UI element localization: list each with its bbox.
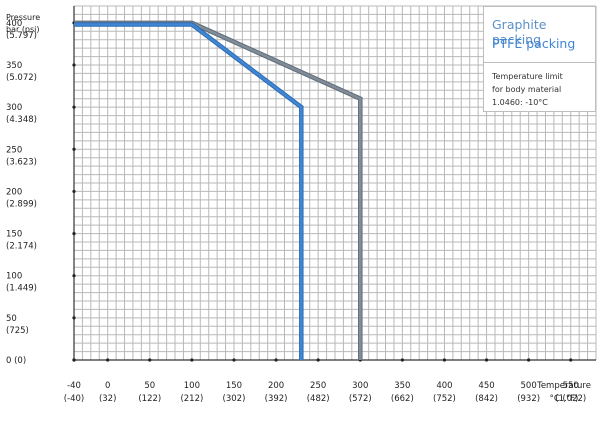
legend-ptfe-packing: PTFE packing xyxy=(492,36,576,51)
x-tick-label: 300 xyxy=(352,381,368,391)
x-tick-label: 150 xyxy=(226,381,242,391)
x-tick-sublabel: (482) xyxy=(307,394,330,404)
legend: Graphite packing PTFE packing Temperatur… xyxy=(483,6,596,112)
x-axis-title: Temperature xyxy=(536,381,591,391)
x-tick-label: 50 xyxy=(144,381,155,391)
y-tick-sublabel: (3.623) xyxy=(6,157,37,167)
x-tick-mark xyxy=(400,358,404,362)
y-tick-label: 50 xyxy=(6,314,17,324)
x-tick-mark xyxy=(190,358,194,362)
y-tick-mark xyxy=(72,231,76,236)
y-axis-title: bar (psi) xyxy=(6,25,40,34)
legend-divider xyxy=(484,62,595,63)
x-axis-title: °C (°F) xyxy=(550,394,579,404)
y-tick-mark xyxy=(72,189,76,194)
y-tick-mark xyxy=(72,63,76,67)
x-tick-label: -40 xyxy=(67,381,81,391)
temperature-limit-note: Temperature limit for body material 1.04… xyxy=(492,72,563,107)
y-tick-label: 300 xyxy=(6,103,22,113)
x-tick-label: 400 xyxy=(436,381,452,391)
x-tick-sublabel: (32) xyxy=(99,394,116,404)
x-tick-sublabel: (842) xyxy=(475,394,498,404)
x-tick-sublabel: (-40) xyxy=(64,394,85,404)
y-tick-sublabel: (2.899) xyxy=(6,199,37,209)
x-tick-mark xyxy=(232,358,236,362)
x-tick-mark xyxy=(442,358,447,362)
x-tick-mark xyxy=(527,358,531,362)
y-tick-sublabel: (4.348) xyxy=(6,115,37,125)
y-tick-label: 350 xyxy=(6,61,22,71)
y-tick-sublabel: (5.797) xyxy=(6,31,37,41)
y-axis-title: Pressure xyxy=(6,13,40,22)
x-tick-label: 250 xyxy=(310,381,326,391)
x-tick-mark xyxy=(148,358,152,362)
y-tick-mark xyxy=(72,147,76,151)
y-tick-label: 200 xyxy=(6,187,22,197)
tick-labels: 400 (5.797) 350 (5.072) 300 (4.348) 250 (3.623)… xyxy=(6,13,591,404)
y-tick-label: 250 xyxy=(6,145,22,155)
x-tick-mark xyxy=(106,358,110,362)
x-tick-sublabel: (662) xyxy=(391,394,414,404)
x-tick-label: 550 xyxy=(563,381,579,391)
axes xyxy=(72,6,596,362)
y-tick-sublabel: (725) xyxy=(6,326,29,336)
y-tick-mark xyxy=(72,105,76,109)
y-tick-label: 150 xyxy=(6,230,22,240)
y-tick-label: 0 (0) xyxy=(6,356,26,366)
y-tick-mark xyxy=(72,274,76,278)
x-tick-label: 200 xyxy=(268,381,284,391)
y-tick-mark xyxy=(72,316,76,320)
y-tick-sublabel: (1.449) xyxy=(6,284,37,294)
x-tick-mark xyxy=(484,358,489,362)
legend-graphite-packing: Graphite packing xyxy=(492,17,547,47)
x-tick-sublabel: (932) xyxy=(517,394,540,404)
y-tick-label: 100 xyxy=(6,272,22,282)
x-tick-mark xyxy=(316,358,320,362)
y-tick-sublabel: (2.174) xyxy=(6,242,37,252)
x-tick-label: 500 xyxy=(521,381,537,391)
x-tick-sublabel: (572) xyxy=(349,394,372,404)
x-tick-label: 350 xyxy=(394,381,410,391)
x-tick-label: 450 xyxy=(478,381,494,391)
series-lines xyxy=(74,20,363,360)
x-tick-label: 100 xyxy=(184,381,200,391)
x-tick-mark xyxy=(274,358,278,362)
x-tick-label: 0 xyxy=(105,381,110,391)
x-tick-sublabel: (392) xyxy=(265,394,288,404)
x-tick-sublabel: (212) xyxy=(180,394,203,404)
x-tick-sublabel: (302) xyxy=(223,394,246,404)
x-tick-mark xyxy=(72,358,76,362)
y-tick-label: 400 xyxy=(6,19,22,29)
y-tick-sublabel: (5.072) xyxy=(6,73,37,83)
x-tick-sublabel: (752) xyxy=(433,394,456,404)
series-line-ptfe-packing xyxy=(74,23,303,360)
x-tick-sublabel: (1.022) xyxy=(555,394,586,404)
x-tick-sublabel: (122) xyxy=(138,394,161,404)
x-tick-mark xyxy=(569,358,573,362)
